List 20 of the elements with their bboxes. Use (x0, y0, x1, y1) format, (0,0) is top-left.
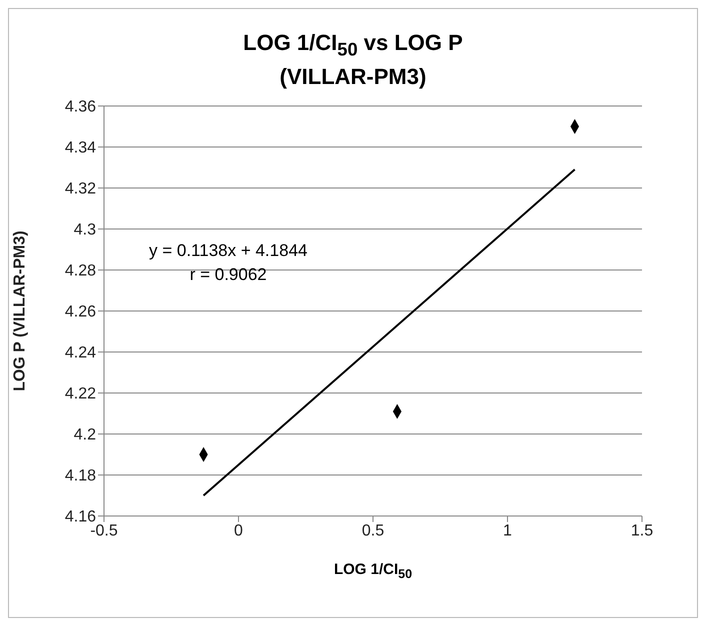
x-tick-label: 0 (234, 522, 244, 540)
x-tick-label: 1 (503, 522, 512, 540)
y-tick-label: 4.28 (64, 263, 96, 280)
x-axis-title: LOG 1/CI$_{50}$ (332, 561, 414, 582)
annotation: y = 0.1138x + 4.1844 (149, 240, 308, 262)
y-tick-label: 4.2 (74, 427, 96, 444)
chart-title: LOG 1/CI$_{50}$ vs LOG P (242, 29, 464, 62)
annotation: r = 0.9062 (188, 264, 268, 286)
y-tick-label: 4.32 (64, 181, 96, 198)
y-tick-label: 4.18 (64, 468, 96, 486)
y-tick-label: 4.22 (64, 386, 96, 404)
y-tick-label: 4.24 (64, 345, 96, 362)
x-tick-label: 0.5 (362, 522, 384, 540)
y-tick-label: 4.34 (64, 140, 96, 158)
chart-subtitle: (VILLAR-PM3) (278, 63, 428, 92)
y-tick-label: 4.36 (64, 99, 96, 116)
y-tick-label: 4.3 (74, 222, 96, 240)
y-axis-title: LOG P (VILLAR-PM3) (12, 231, 29, 392)
y-tick-label: 4.26 (64, 304, 96, 322)
x-tick-label: 1.5 (630, 522, 654, 540)
